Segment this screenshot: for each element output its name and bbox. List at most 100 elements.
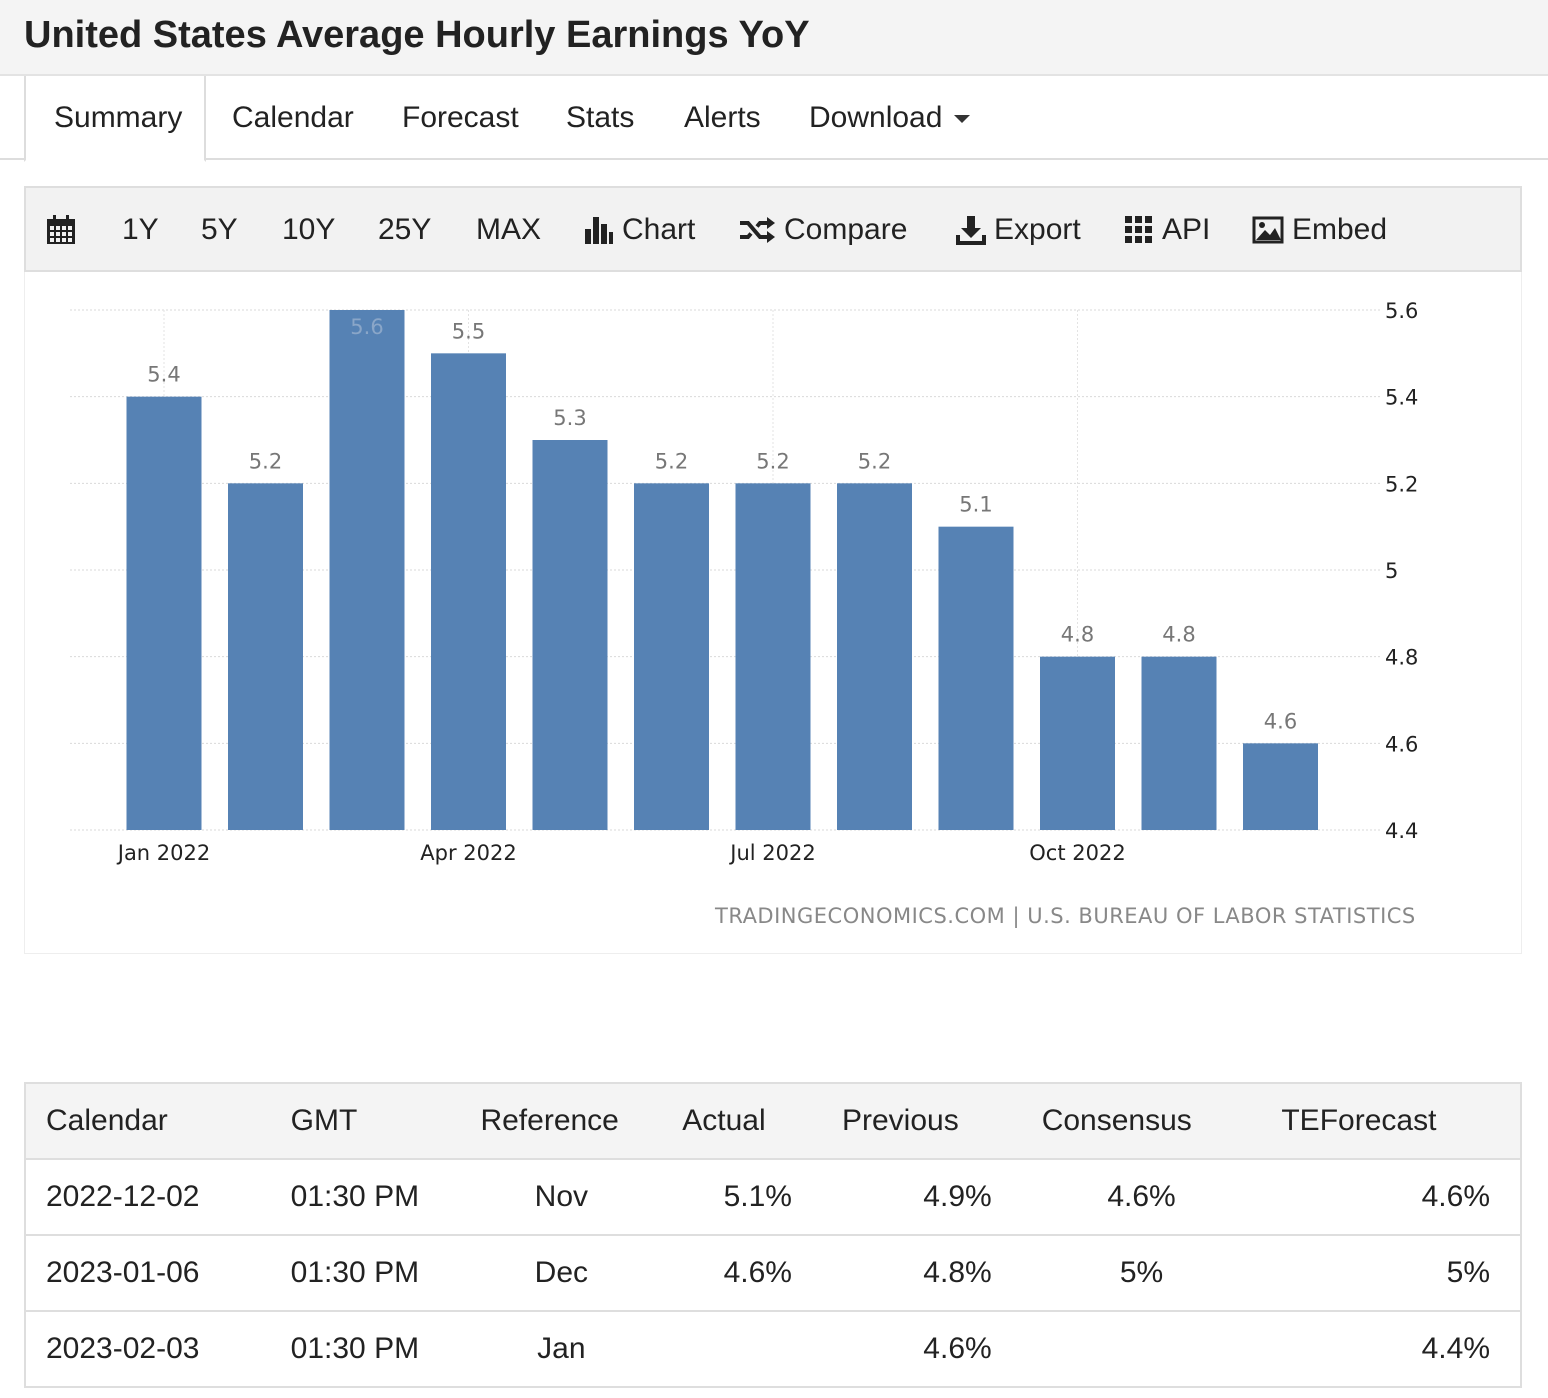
table-row[interactable]: 2023-02-03 01:30 PM Jan 4.6% 4.4% [25, 1311, 1521, 1388]
cell-date: 2023-01-06 [25, 1235, 271, 1312]
bar [228, 483, 303, 830]
cell-teforecast: 4.4% [1261, 1311, 1521, 1388]
bar-chart[interactable]: 5.6 5.4 5.2 5 4.8 4.6 4.4 5.4 5.2 5.6 5.5 5.3 5.2 5.2… [25, 272, 1523, 952]
bar [837, 483, 912, 830]
export-label: Export [994, 213, 1081, 246]
col-header-teforecast: TEForecast [1261, 1083, 1521, 1160]
col-header-reference: Reference [460, 1083, 663, 1160]
tab-forecast[interactable]: Forecast [402, 101, 519, 134]
tab-bar: Summary Calendar Forecast Stats Alerts D… [0, 76, 1548, 162]
api-button[interactable]: API [1124, 188, 1210, 272]
y-tick-label: 4.8 [1385, 646, 1418, 670]
bar [634, 483, 709, 830]
download-icon [956, 216, 986, 245]
cell-teforecast: 5% [1261, 1235, 1521, 1312]
cell-teforecast: 4.6% [1261, 1159, 1521, 1236]
data-label: 4.6 [1264, 709, 1297, 733]
col-header-previous: Previous [821, 1083, 1022, 1160]
data-label: 5.4 [147, 363, 180, 387]
table-row[interactable]: 2022-12-02 01:30 PM Nov 5.1% 4.9% 4.6% 4… [25, 1159, 1521, 1236]
page-header: United States Average Hourly Earnings Yo… [0, 0, 1548, 76]
embed-label: Embed [1292, 213, 1388, 246]
data-label: 5.3 [553, 406, 586, 430]
chart-toolbar: 1Y 5Y 10Y 25Y MAX Chart Compare Export [24, 186, 1522, 272]
tab-download[interactable]: Download [809, 76, 971, 160]
data-label: 5.2 [655, 449, 688, 473]
y-tick-label: 4.6 [1385, 732, 1418, 756]
col-header-consensus: Consensus [1021, 1083, 1262, 1160]
api-label: API [1162, 213, 1211, 246]
cell-previous: 4.8% [821, 1235, 1022, 1312]
cell-gmt: 01:30 PM [270, 1311, 461, 1388]
bar [1040, 656, 1115, 830]
y-tick-label: 5.4 [1385, 386, 1418, 410]
cell-actual: 5.1% [662, 1159, 822, 1236]
bar-chart-icon [585, 217, 613, 244]
data-label: 5.1 [959, 493, 992, 517]
bar [126, 396, 202, 830]
tab-download-label: Download [809, 101, 943, 134]
y-tick-label: 4.4 [1385, 819, 1418, 843]
x-tick-label: Apr 2022 [420, 841, 516, 865]
data-label: 5.2 [249, 449, 282, 473]
cell-previous: 4.9% [821, 1159, 1022, 1236]
tab-stats[interactable]: Stats [566, 101, 635, 134]
embed-button[interactable]: Embed [1252, 188, 1387, 272]
y-tick-label: 5.2 [1385, 472, 1418, 496]
chart-type-label: Chart [622, 213, 696, 246]
chart-type-button[interactable]: Chart [584, 188, 695, 272]
calendar-table: Calendar GMT Reference Actual Previous C… [24, 1082, 1522, 1388]
cell-consensus [1021, 1311, 1262, 1388]
table-row[interactable]: 2023-01-06 01:30 PM Dec 4.6% 4.8% 5% 5% [25, 1235, 1521, 1312]
page-title: United States Average Hourly Earnings Yo… [24, 14, 810, 56]
table-header-row: Calendar GMT Reference Actual Previous C… [25, 1083, 1521, 1160]
cell-consensus: 4.6% [1021, 1159, 1262, 1236]
data-label: 5.5 [452, 319, 485, 343]
caret-down-icon [954, 115, 971, 124]
compare-button[interactable]: Compare [738, 188, 907, 272]
cell-gmt: 01:30 PM [270, 1235, 461, 1312]
y-tick-label: 5 [1385, 559, 1398, 583]
cell-date: 2022-12-02 [25, 1159, 271, 1236]
cell-date: 2023-02-03 [25, 1311, 271, 1388]
x-tick-label: Oct 2022 [1029, 841, 1125, 865]
export-button[interactable]: Export [956, 188, 1081, 272]
bar [329, 310, 405, 830]
col-header-actual: Actual [662, 1083, 822, 1160]
data-label: 4.8 [1162, 623, 1195, 647]
x-tick-label: Jan 2022 [116, 841, 211, 865]
data-label: 5.2 [756, 449, 789, 473]
cell-reference: Jan [460, 1311, 663, 1388]
range-25y-button[interactable]: 25Y [378, 213, 432, 246]
chart-source: TRADINGECONOMICS.COM | U.S. BUREAU OF LA… [715, 904, 1416, 928]
data-label: 5.2 [858, 449, 891, 473]
bar [532, 440, 608, 830]
range-1y-button[interactable]: 1Y [122, 213, 159, 246]
range-10y-button[interactable]: 10Y [282, 213, 336, 246]
tab-calendar[interactable]: Calendar [232, 101, 354, 134]
bar [938, 526, 1014, 830]
grid-icon [1125, 216, 1152, 243]
date-picker-button[interactable] [46, 188, 76, 272]
bar [431, 353, 506, 830]
x-tick-label: Jul 2022 [728, 841, 815, 865]
data-label: 4.8 [1061, 623, 1094, 647]
cell-previous: 4.6% [821, 1311, 1022, 1388]
bar [1141, 656, 1217, 830]
tab-alerts[interactable]: Alerts [684, 101, 761, 134]
tab-summary[interactable]: Summary [24, 76, 207, 162]
col-header-calendar: Calendar [25, 1083, 271, 1160]
cell-reference: Dec [460, 1235, 663, 1312]
data-label: 5.6 [350, 315, 383, 339]
bar [735, 483, 811, 830]
range-max-button[interactable]: MAX [476, 213, 542, 246]
image-icon [1252, 216, 1284, 244]
range-5y-button[interactable]: 5Y [201, 213, 238, 246]
cell-actual [662, 1311, 822, 1388]
cell-consensus: 5% [1021, 1235, 1262, 1312]
chart-panel: 5.6 5.4 5.2 5 4.8 4.6 4.4 5.4 5.2 5.6 5.5 5.3 5.2 5.2… [24, 272, 1522, 954]
shuffle-icon [740, 217, 775, 243]
cell-actual: 4.6% [662, 1235, 822, 1312]
compare-label: Compare [784, 213, 908, 246]
cell-gmt: 01:30 PM [270, 1159, 461, 1236]
